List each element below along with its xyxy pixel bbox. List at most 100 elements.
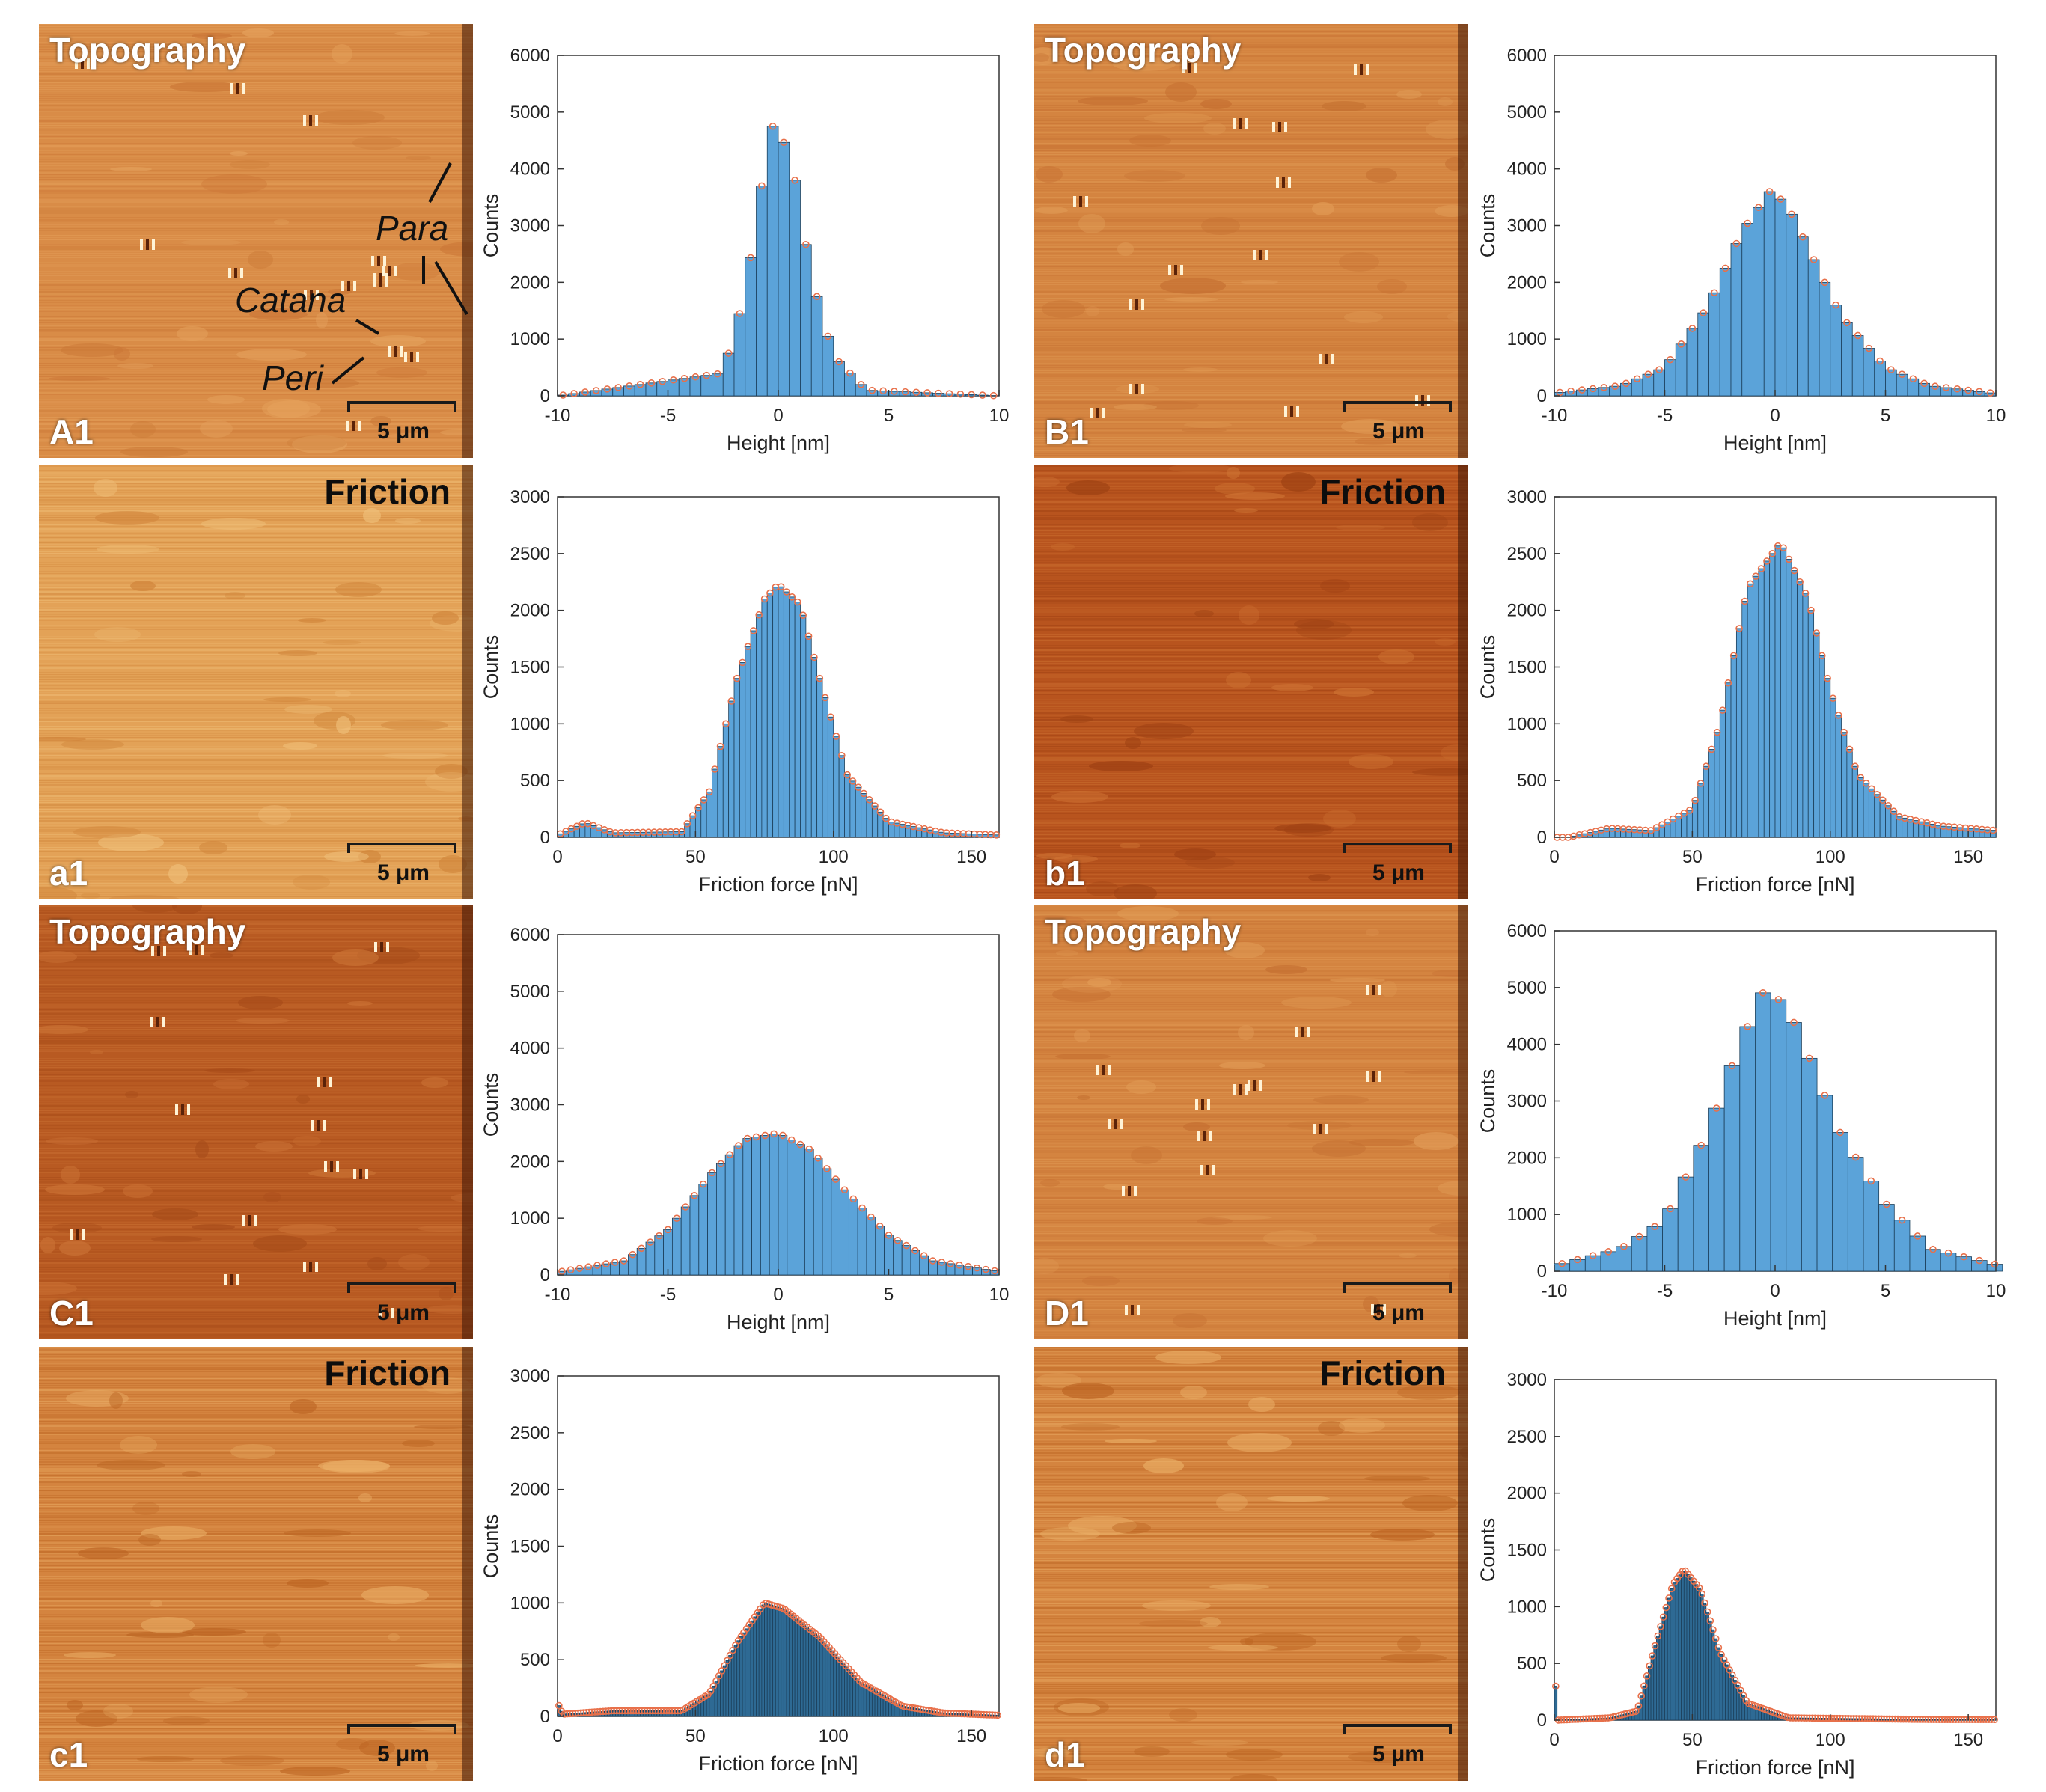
scan-line [1034, 1036, 1468, 1037]
scan-line [1034, 69, 1468, 70]
scan-line [39, 688, 473, 689]
scan-line [1034, 1466, 1468, 1467]
scan-line [1034, 688, 1468, 689]
scan-line [39, 730, 473, 731]
scan-line [1034, 293, 1468, 295]
scan-line [1034, 432, 1468, 434]
count-marker [945, 390, 953, 397]
count-marker [1719, 706, 1726, 714]
scan-line [1034, 661, 1468, 662]
x-tick-label: 100 [1816, 847, 1845, 867]
scan-line [1034, 1490, 1468, 1491]
scan-line [1034, 1535, 1468, 1537]
scan-line [39, 1380, 473, 1381]
scan-line [1034, 228, 1468, 229]
texture-blob [170, 82, 240, 92]
scan-line [1034, 1715, 1468, 1716]
scan-line [39, 1688, 473, 1689]
scan-line [1034, 667, 1468, 669]
scan-line [1034, 1002, 1468, 1003]
histogram-svg: -10 -5 0 5 100100020003000400050006000Height… [1477, 921, 2006, 1330]
scan-line [39, 64, 473, 66]
scan-line [39, 284, 473, 286]
count-marker [1991, 1260, 1999, 1268]
scan-line [39, 825, 473, 826]
scan-line [1034, 1058, 1468, 1059]
scan-line [39, 1298, 473, 1300]
scan-line [39, 1036, 473, 1037]
scan-line [1034, 1107, 1468, 1108]
texture-blob [73, 826, 141, 838]
x-axis-label: Height [nm] [727, 1311, 830, 1333]
scan-line [1034, 607, 1468, 608]
scan-line [39, 300, 473, 301]
histogram-bar [813, 1633, 818, 1717]
topo-feature [316, 290, 319, 300]
scan-line [1034, 385, 1468, 386]
histogram-bar [786, 1611, 790, 1717]
scan-line [39, 1387, 473, 1388]
scan-line [1034, 1394, 1468, 1395]
count-marker [1989, 826, 1997, 834]
topo-feature [311, 1120, 314, 1131]
scan-line [1034, 636, 1468, 637]
scan-line [1034, 600, 1468, 602]
scan-line [1034, 1294, 1468, 1295]
scan-line [39, 320, 473, 321]
scan-line [1034, 1430, 1468, 1431]
scan-line [39, 419, 473, 421]
scan-line [39, 836, 473, 837]
x-tick-label: 5 [1881, 1281, 1890, 1301]
y-tick-label: 1000 [510, 1593, 550, 1613]
scan-line [39, 737, 473, 738]
count-marker [903, 1241, 910, 1250]
topo-feature [1421, 395, 1424, 406]
scan-line [1034, 1098, 1468, 1099]
count-marker [780, 138, 788, 147]
histogram-bar [800, 244, 812, 397]
scan-line [1034, 51, 1468, 52]
scan-line [1034, 759, 1468, 761]
texture-blob [1058, 1703, 1100, 1713]
texture-blob [1164, 297, 1218, 302]
scan-line [1034, 1262, 1468, 1264]
scan-line [39, 955, 473, 956]
scan-line [1034, 1358, 1468, 1359]
texture-blob [388, 433, 429, 439]
scan-line [1034, 111, 1468, 112]
topo-feature [1377, 1304, 1380, 1315]
scan-line [1034, 829, 1468, 830]
topo-feature [1360, 64, 1363, 75]
x-tick-label: 5 [1881, 406, 1890, 426]
texture-blob [263, 1633, 281, 1648]
topo-feature [346, 421, 349, 431]
scan-line [39, 403, 473, 405]
texture-blob [1182, 428, 1227, 432]
scan-line [1034, 1103, 1468, 1104]
scan-line [1034, 246, 1468, 248]
histogram-bar [1929, 385, 1941, 397]
scan-line [1034, 530, 1468, 531]
scan-line [39, 174, 473, 175]
scan-line [39, 961, 473, 963]
count-marker [796, 1140, 804, 1149]
scan-line [1034, 91, 1468, 92]
panel-title: Friction [324, 1354, 451, 1392]
count-marker [555, 1701, 563, 1710]
scan-line [1034, 1706, 1468, 1707]
scan-line [1034, 1166, 1468, 1167]
scan-line [39, 1269, 473, 1270]
topo-feature [1195, 1099, 1198, 1110]
topo-feature [394, 346, 397, 357]
texture-blob [432, 611, 459, 625]
texture-blob [249, 308, 308, 320]
count-marker [840, 1186, 849, 1194]
histogram-bar [822, 697, 828, 838]
count-marker [678, 828, 685, 836]
scan-line [39, 55, 473, 56]
scan-line [1034, 370, 1468, 371]
scan-line [1034, 1226, 1468, 1227]
texture-blob [324, 851, 369, 862]
scan-line [1034, 129, 1468, 131]
scan-line [1034, 307, 1468, 308]
